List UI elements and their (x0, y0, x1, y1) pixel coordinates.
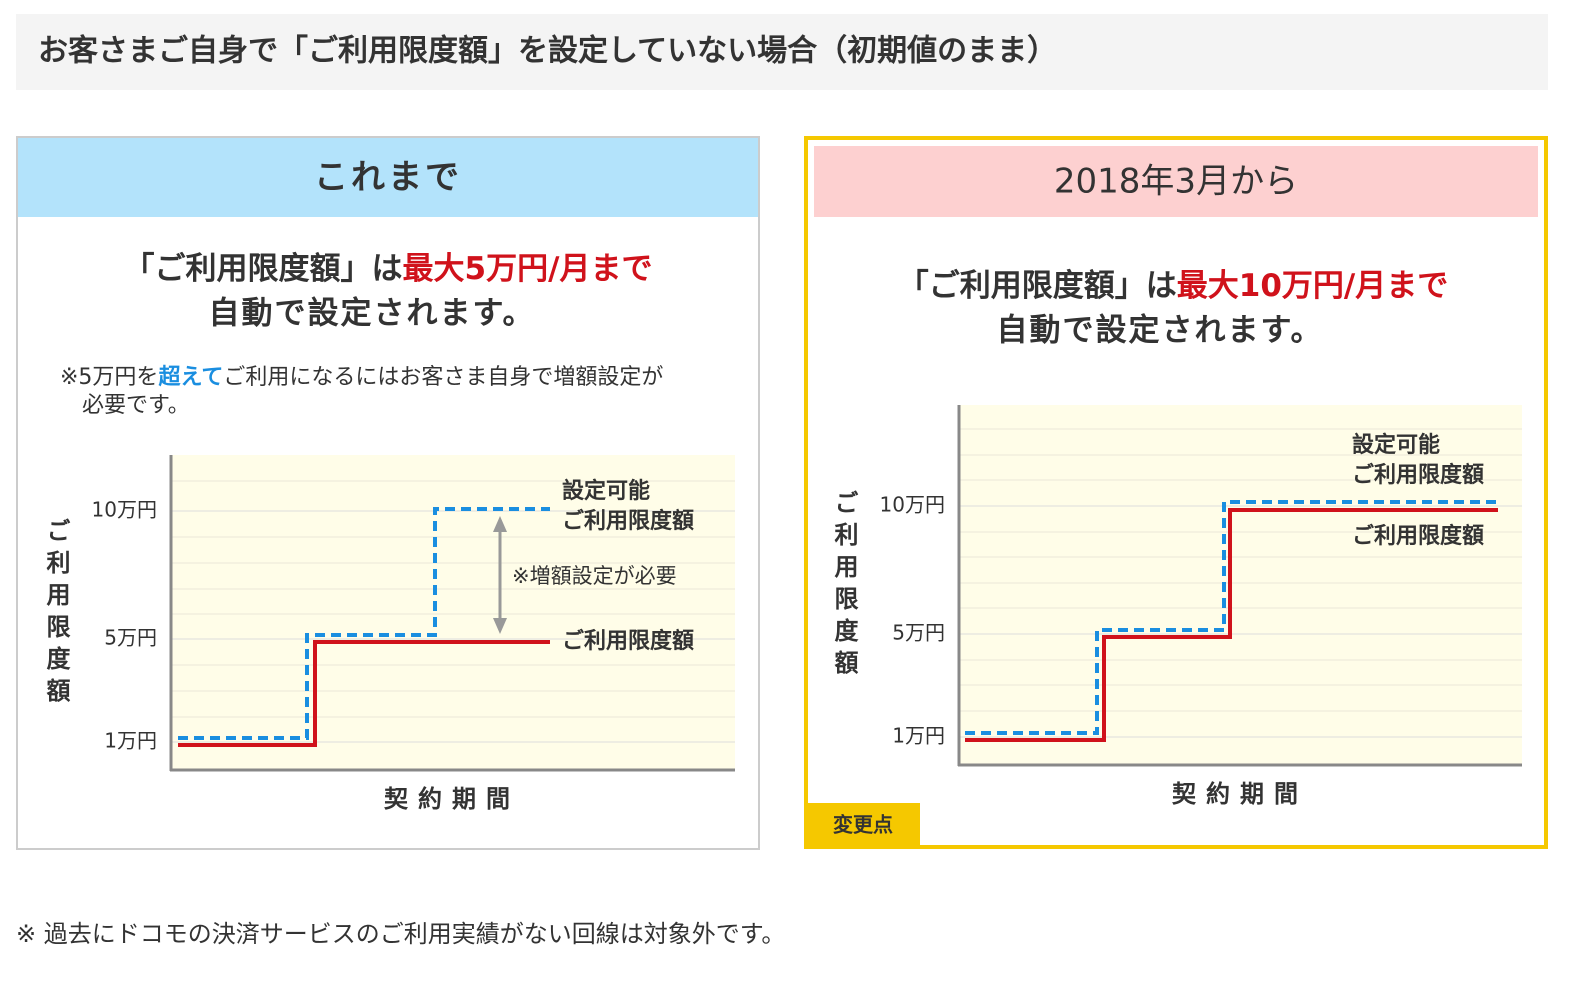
tick-label: 1万円 (892, 724, 945, 748)
lead-highlight: 最大10万円/月まで (1177, 268, 1448, 304)
header-bar (16, 14, 1548, 90)
y-label: ご利用限度額 (830, 490, 858, 682)
panel-heading: これまで (314, 158, 462, 198)
lead-part: 「ご利用限度額」は (124, 251, 403, 287)
note-highlight: 超えて (158, 365, 223, 390)
footnote: ※ 過去にドコモの決済サービスのご利用実績がない回線は対象外です。 (16, 920, 785, 948)
tick-label: 5万円 (892, 621, 945, 645)
x-label: 契約期間 (1172, 780, 1308, 808)
note-part: ※5万円を (60, 365, 158, 390)
note-part: ご利用になるにはお客さま自身で増額設定が (223, 365, 663, 390)
lead: 「ご利用限度額」は最大10万円/月まで (898, 268, 1448, 304)
lead-part: 「ご利用限度額」は (898, 268, 1177, 304)
lead-highlight: 最大5万円/月まで (403, 251, 653, 287)
limit-line (178, 640, 550, 747)
settable-line (178, 507, 550, 740)
panel-heading-bar (814, 146, 1538, 217)
plot-area (958, 405, 1522, 765)
badge-bg (806, 803, 920, 848)
plot-lines (172, 480, 735, 743)
lead-line2: 自動で設定されます。 (209, 296, 536, 332)
x-label: 契約期間 (384, 785, 520, 813)
annotation: ※増額設定が必要 (512, 564, 677, 588)
panel-heading: 2018年3月から (1054, 162, 1298, 202)
limit-label: ご利用限度額 (562, 628, 694, 654)
tick-label: 5万円 (104, 626, 157, 650)
settable-label: ご利用限度額 (562, 508, 694, 534)
arrow-head (493, 516, 507, 532)
note: ※5万円を超えてご利用になるにはお客さま自身で増額設定が (60, 365, 663, 390)
diagram: 10万円 5万円 1万円 ご利用限度額 契約期間 設定可能 ご利用限度額 ご利用… (830, 405, 1522, 808)
arrow-head (493, 618, 507, 634)
tick-label: 10万円 (880, 493, 945, 517)
limit-label: ご利用限度額 (1352, 523, 1484, 549)
panel-heading-bar (18, 138, 758, 217)
lead-line2: 自動で設定されます。 (997, 313, 1324, 349)
settable-label: ご利用限度額 (1352, 462, 1484, 488)
tick-label: 10万円 (92, 498, 157, 522)
limit-line (965, 508, 1498, 742)
settable-line (965, 500, 1498, 735)
diagram: 10万円 5万円 1万円 ご利用限度額 契約期間 ※増額設定が必要 設定可能 ご… (42, 455, 735, 813)
lead: 「ご利用限度額」は最大5万円/月まで (124, 251, 653, 287)
tick-label: 1万円 (104, 729, 157, 753)
y-label: ご利用限度額 (42, 518, 70, 710)
settable-label: 設定可能 (562, 478, 650, 504)
plot-area (170, 455, 735, 770)
note-line2: 必要です。 (82, 393, 190, 418)
badge: 変更点 (833, 813, 893, 837)
settable-label: 設定可能 (1352, 432, 1440, 458)
header-title: お客さまご自身で「ご利用限度額」を設定していない場合（初期値のまま） (38, 34, 1057, 69)
plot-lines (960, 428, 1522, 738)
